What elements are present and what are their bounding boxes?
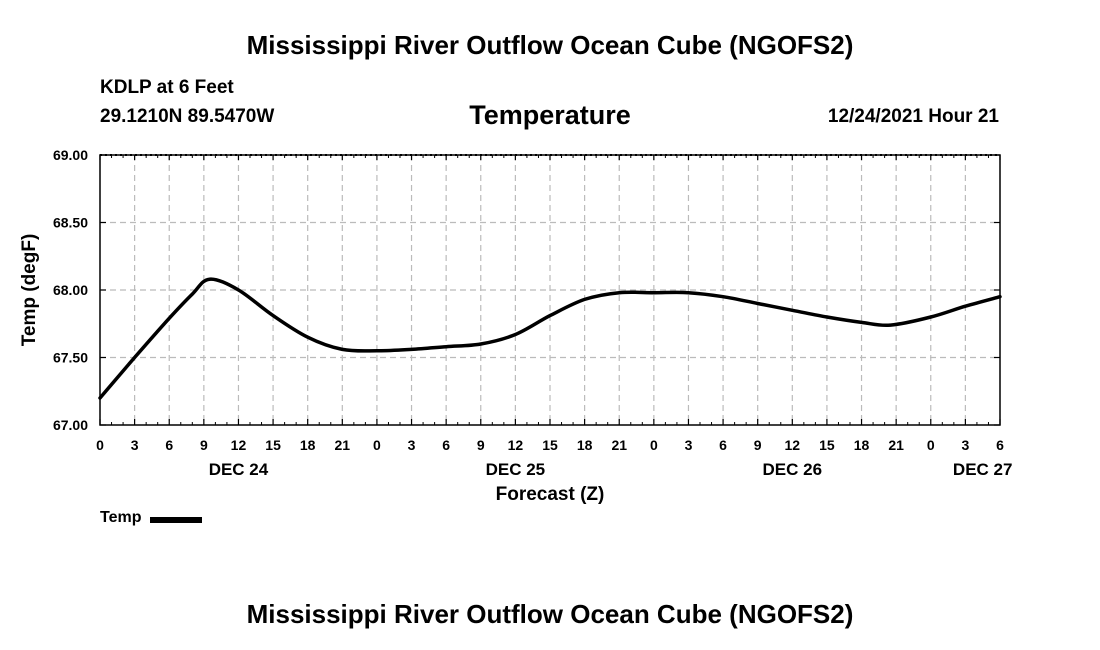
temp-series-line — [98, 277, 1002, 400]
x-tick-label: 15 — [542, 437, 558, 453]
chart-main-title: Mississippi River Outflow Ocean Cube (NG… — [246, 30, 854, 60]
forecast-datetime: 12/24/2021 Hour 21 — [827, 106, 999, 127]
x-tick-label: 15 — [819, 437, 835, 453]
axis-labels: 0 3 6 9 12 15 18 21 0 3 6 9 12 15 18 21 0 3 6 9 12 15 18 21 0 3 6 6… — [19, 147, 1012, 505]
x-tick-label: 3 — [961, 437, 969, 453]
x-tick-label: 18 — [577, 437, 593, 453]
x-tick-label: 6 — [442, 437, 450, 453]
x-tick-label: 0 — [927, 437, 935, 453]
day-label: DEC 25 — [486, 460, 546, 479]
x-tick-label: 12 — [508, 437, 524, 453]
grid-lines — [100, 154, 1000, 425]
chart-subtitle: Temperature — [469, 100, 631, 130]
x-tick-label: 6 — [996, 437, 1004, 453]
y-tick-label: 69.00 — [53, 147, 88, 163]
x-tick-label: 12 — [231, 437, 247, 453]
day-label: DEC 26 — [763, 460, 823, 479]
x-tick-label: 6 — [719, 437, 727, 453]
y-tick-label: 67.00 — [53, 417, 88, 433]
x-tick-label: 9 — [477, 437, 485, 453]
station-label: KDLP at 6 Feet — [100, 77, 234, 98]
legend-line-swatch — [150, 516, 203, 523]
legend-label: Temp — [100, 509, 142, 526]
x-axis-title: Forecast (Z) — [496, 484, 605, 505]
day-label: DEC 27 — [953, 460, 1013, 479]
x-tick-label: 3 — [131, 437, 139, 453]
day-label: DEC 24 — [209, 460, 269, 479]
x-tick-label: 3 — [408, 437, 416, 453]
x-tick-label: 18 — [300, 437, 316, 453]
x-tick-label: 0 — [373, 437, 381, 453]
footer-title: Mississippi River Outflow Ocean Cube (NG… — [246, 599, 854, 629]
x-tick-label: 21 — [611, 437, 627, 453]
x-tick-label: 6 — [165, 437, 173, 453]
x-tick-label: 0 — [96, 437, 104, 453]
x-tick-label: 21 — [888, 437, 904, 453]
y-axis-title: Temp (degF) — [19, 234, 40, 347]
x-tick-label: 15 — [265, 437, 281, 453]
x-tick-label: 12 — [785, 437, 801, 453]
y-tick-label: 68.00 — [53, 282, 88, 298]
y-tick-label: 67.50 — [53, 350, 88, 366]
station-coordinates: 29.1210N 89.5470W — [100, 106, 275, 127]
x-tick-label: 9 — [754, 437, 762, 453]
x-tick-label: 3 — [685, 437, 693, 453]
x-tick-label: 18 — [854, 437, 870, 453]
y-tick-label: 68.50 — [53, 215, 88, 231]
x-tick-label: 0 — [650, 437, 658, 453]
x-tick-label: 21 — [335, 437, 351, 453]
axis-ticks — [99, 154, 1001, 426]
legend: Temp — [100, 509, 203, 527]
x-tick-label: 9 — [200, 437, 208, 453]
